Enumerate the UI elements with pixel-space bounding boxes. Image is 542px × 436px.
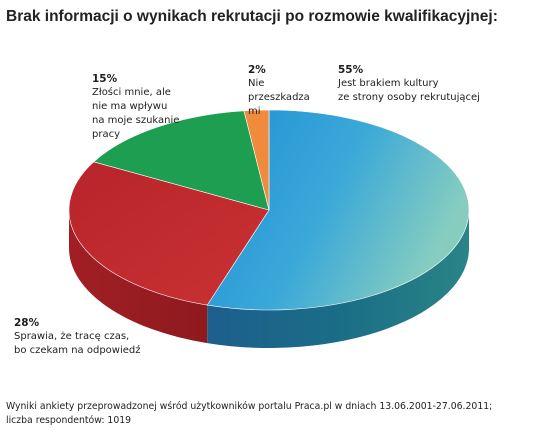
label-slice-4: 2% Nie przeszkadza mi	[248, 63, 328, 119]
slice-3-percent: 15%	[92, 73, 118, 85]
footnote-line-2: liczba respondentów: 1019	[6, 415, 132, 426]
slice-4-text: Nie przeszkadza mi	[248, 78, 310, 117]
slice-2-text: Sprawia, że tracę czas, bo czekam na odp…	[14, 331, 141, 356]
label-slice-1: 55% Jest brakiem kultury ze strony osoby…	[338, 63, 528, 105]
pie-tops	[68, 109, 470, 311]
slice-4-percent: 2%	[248, 64, 266, 76]
pie-side-slice-2	[69, 210, 208, 344]
pie-slice-1	[206, 109, 470, 311]
label-slice-2: 28% Sprawia, że tracę czas, bo czekam na…	[14, 316, 214, 358]
pie-side-slice-1	[207, 210, 469, 348]
pie-sides	[69, 210, 469, 348]
slice-1-percent: 55%	[338, 64, 364, 76]
pie-slice-2	[68, 161, 270, 306]
footnote-line-1: Wyniki ankiety przeprowadzonej wśród uży…	[6, 401, 493, 412]
pie-slice-3	[93, 110, 270, 211]
slice-1-text: Jest brakiem kultury ze strony osoby rek…	[338, 78, 480, 103]
footnote: Wyniki ankiety przeprowadzonej wśród uży…	[6, 400, 536, 428]
slice-2-percent: 28%	[14, 317, 40, 329]
pie-slice-4	[243, 109, 270, 211]
label-slice-3: 15% Złości mnie, ale nie ma wpływu na mo…	[92, 72, 232, 142]
slice-3-text: Złości mnie, ale nie ma wpływu na moje s…	[92, 87, 180, 140]
chart-title: Brak informacji o wynikach rekrutacji po…	[6, 8, 498, 25]
